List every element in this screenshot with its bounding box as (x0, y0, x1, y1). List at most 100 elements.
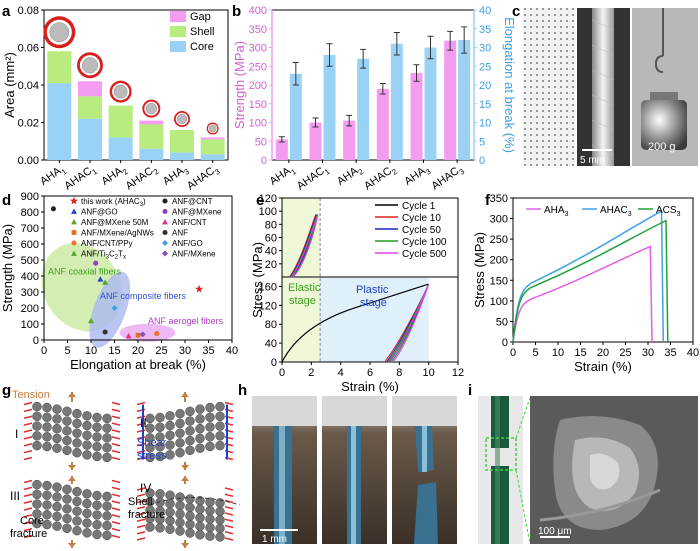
core-sphere (175, 517, 185, 528)
data-point (102, 329, 108, 335)
y-tick-label-d: 500 (21, 255, 39, 267)
core-sphere (175, 447, 185, 458)
x-tick-label-f: 5 (532, 347, 538, 359)
core-sphere (165, 420, 175, 431)
legend-label-e: Cycle 10 (402, 213, 441, 224)
core-sphere (165, 490, 175, 500)
cycle-line-bottom (387, 283, 430, 363)
core-sphere (195, 433, 205, 444)
tensile-photo-2 (322, 396, 387, 544)
sem-photo (530, 396, 698, 544)
bar-strength (275, 139, 288, 160)
arrow-head (68, 543, 76, 548)
y-tick-label-left-b: 350 (249, 24, 267, 36)
shell-stripe (111, 436, 121, 440)
shear-label-1: Shear (137, 437, 167, 449)
core-sphere (72, 418, 82, 429)
shell-stripe (136, 436, 146, 440)
y-tick-label-right-b: 35 (479, 24, 491, 36)
core-sphere (215, 421, 225, 431)
core-sphere (175, 509, 185, 519)
core-sphere (145, 452, 155, 463)
core-sphere (145, 496, 155, 507)
shell-stripe (136, 499, 146, 504)
x-tick-label-a: AHA1 (38, 163, 68, 190)
legend-label-d: ANF/CNT/PPy (81, 239, 133, 248)
core-sphere (205, 505, 215, 516)
core-sphere (32, 499, 42, 509)
x-axis-label-f: Strain (%) (574, 359, 632, 374)
y-tick-label-right-b: 30 (479, 43, 491, 55)
x-tick-label-f: 35 (664, 347, 676, 359)
cross-section-gap (175, 112, 189, 126)
core-sphere (215, 506, 225, 517)
data-point (102, 279, 109, 285)
core-sphere (155, 441, 165, 452)
shell-stripe (23, 408, 33, 413)
x-tick-label-f: 20 (597, 347, 609, 359)
cycle-line-top (291, 214, 319, 278)
x-tick-label-e: 10 (423, 367, 435, 379)
shell-stripe (23, 436, 33, 440)
cross-section-outer (142, 99, 161, 118)
y-tick-label-right-b: 40 (479, 5, 491, 17)
arrow-head (68, 465, 76, 470)
core-sphere (215, 411, 225, 422)
shell-stripe (136, 456, 146, 461)
roman-4: IV (140, 481, 151, 495)
y-tick-label-f: 0 (502, 337, 508, 349)
core-sphere (185, 494, 195, 504)
core-sphere (52, 482, 62, 492)
core-sphere (72, 516, 82, 526)
core-sphere (165, 450, 175, 460)
bar-shell (170, 130, 194, 153)
core-sphere (32, 479, 42, 490)
shell-stripe (136, 537, 146, 541)
y-axis-label-right-b: Elongation at break (%) (502, 17, 517, 153)
axis-frame-b (271, 9, 475, 161)
x-tick-label-f: 40 (687, 347, 699, 359)
shell-stripe (111, 479, 121, 484)
core-sphere (72, 438, 82, 448)
x-tick-label-f: 15 (574, 347, 586, 359)
x-tick-label-e: 2 (308, 367, 314, 379)
core-sphere (72, 486, 82, 497)
core-sphere (92, 451, 102, 462)
shell-stripe (136, 512, 146, 516)
shell-stripe (136, 487, 146, 491)
x-tick-label-b: AHAC1 (295, 163, 332, 195)
legend-label-d: ANF/MXene (172, 250, 216, 259)
arrow-head (68, 392, 76, 397)
tensile-photo-3 (392, 396, 457, 544)
legend-label-f: ACS3 (656, 205, 681, 218)
plastic-region (320, 277, 429, 362)
core-sphere (215, 498, 225, 508)
core-sphere (155, 497, 165, 508)
bar-elongation (289, 73, 302, 160)
core-sphere (92, 422, 102, 432)
bar-strength (444, 40, 457, 160)
shell-stripe (23, 514, 33, 518)
x-tick-label-f: 0 (510, 347, 516, 359)
x-tick-label-e: 0 (279, 367, 285, 379)
shell-stripe (136, 408, 146, 413)
legend-swatch-a (170, 26, 186, 37)
x-tick-label-d: 20 (132, 345, 144, 357)
core-sphere (82, 508, 92, 519)
core-sphere (92, 441, 102, 452)
y-tick-label-right-b: 15 (479, 99, 491, 111)
core-sphere (32, 489, 42, 500)
core-sphere (185, 528, 195, 538)
bar-elongation (323, 55, 336, 160)
shell-stripe (111, 500, 121, 504)
bar-core (47, 83, 72, 160)
y-tick-label-f: 350 (490, 193, 508, 205)
y-tick-label-f: 250 (490, 234, 508, 246)
scale-label-i: 100 μm (538, 526, 572, 537)
axis-frame-f (512, 197, 694, 343)
core-sphere (62, 513, 72, 524)
axis-frame-e-top (281, 197, 459, 278)
